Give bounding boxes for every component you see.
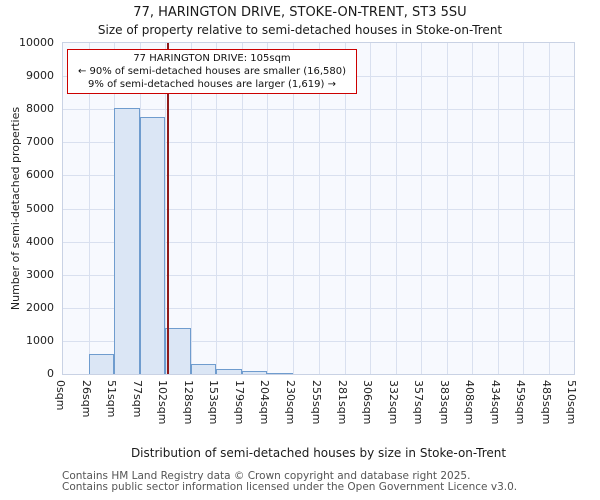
histogram-bar [114,107,141,374]
property-size-marker-line [167,43,170,374]
y-tick-label: 4000 [26,234,54,248]
y-tick-label: 2000 [26,300,54,314]
x-tick-label: 0sqm [54,380,67,411]
gridline-vertical [89,43,91,374]
histogram-bar [89,354,115,374]
histogram-bar [140,117,166,374]
annotation-smaller-line: ← 90% of semi-detached houses are smalle… [77,66,347,77]
annotation-larger-line: 9% of semi-detached houses are larger (1… [88,79,336,90]
x-tick-label: 408sqm [462,380,476,425]
x-tick-label: 77sqm [131,380,145,418]
gridline-vertical [242,43,244,374]
histogram-bar [191,364,217,374]
chart-title: 77, HARINGTON DRIVE, STOKE-ON-TRENT, ST3… [133,5,467,20]
x-tick-label: 230sqm [284,380,298,425]
annotation-property-line: 77 HARINGTON DRIVE: 105sqm [133,53,291,64]
x-tick-label: 510sqm [565,380,578,425]
x-tick-label: 204sqm [258,380,272,425]
x-tick-label: 128sqm [182,380,196,425]
x-tick-label: 485sqm [539,380,553,425]
x-axis-title: Distribution of semi-detached houses by … [130,446,507,460]
plot-area: 77 HARINGTON DRIVE: 105sqm ← 90% of semi… [62,42,575,375]
y-tick-label: 5000 [26,201,54,215]
y-axis-tick-labels: 0 1000 2000 3000 4000 5000 6000 7000 8000 9000 100… [0,36,54,380]
gridline-vertical [344,43,346,374]
x-tick-label: 434sqm [488,380,502,425]
gridline-vertical [318,43,320,374]
x-tick-label: 459sqm [513,380,527,425]
histogram-bar [165,327,192,374]
y-tick-label: 8000 [26,102,54,116]
x-tick-label: 281sqm [335,380,349,425]
gridline-vertical [420,43,422,374]
gridline-vertical [395,43,397,374]
chart-subtitle: Size of property relative to semi-detach… [97,23,503,37]
gridline-vertical [369,43,371,374]
x-axis-tick-labels: 0sqm 26sqm 51sqm 77sqm 102sqm 128sqm 153sqm 179… [54,378,578,444]
gridline-vertical [293,43,295,374]
gridline-vertical [216,43,218,374]
footer-licence-line: Contains public sector information licen… [62,481,518,493]
histogram-bar [216,369,243,374]
gridline-vertical [267,43,269,374]
x-tick-label: 383sqm [437,380,451,425]
x-tick-label: 255sqm [309,380,323,425]
y-tick-label: 9000 [26,69,54,83]
x-tick-label: 306sqm [360,380,374,425]
y-tick-label: 1000 [26,333,54,347]
y-tick-label: 10000 [19,36,54,49]
x-tick-label: 332sqm [386,380,400,425]
gridline-vertical [165,43,167,374]
gridline-vertical [522,43,524,374]
x-tick-label: 26sqm [80,380,94,418]
gridline-vertical [446,43,448,374]
annotation-box: 77 HARINGTON DRIVE: 105sqm ← 90% of semi… [67,49,357,94]
y-tick-label: 7000 [26,135,54,149]
y-tick-label: 3000 [26,267,54,281]
x-tick-label: 102sqm [156,380,170,425]
y-tick-label: 6000 [26,168,54,182]
footer-copyright-line: Contains HM Land Registry data © Crown c… [62,470,471,482]
histogram-bar [267,372,294,374]
y-tick-label: 0 [47,367,54,380]
gridline-vertical [548,43,550,374]
y-axis-title: Number of semi-detached properties [8,106,22,311]
gridline-vertical [471,43,473,374]
x-tick-label: 51sqm [105,380,119,418]
x-tick-label: 153sqm [207,380,221,425]
gridline-vertical [497,43,499,374]
x-tick-label: 179sqm [233,380,247,425]
gridline-vertical [191,43,193,374]
histogram-bar [242,371,268,374]
x-tick-label: 357sqm [411,380,425,425]
